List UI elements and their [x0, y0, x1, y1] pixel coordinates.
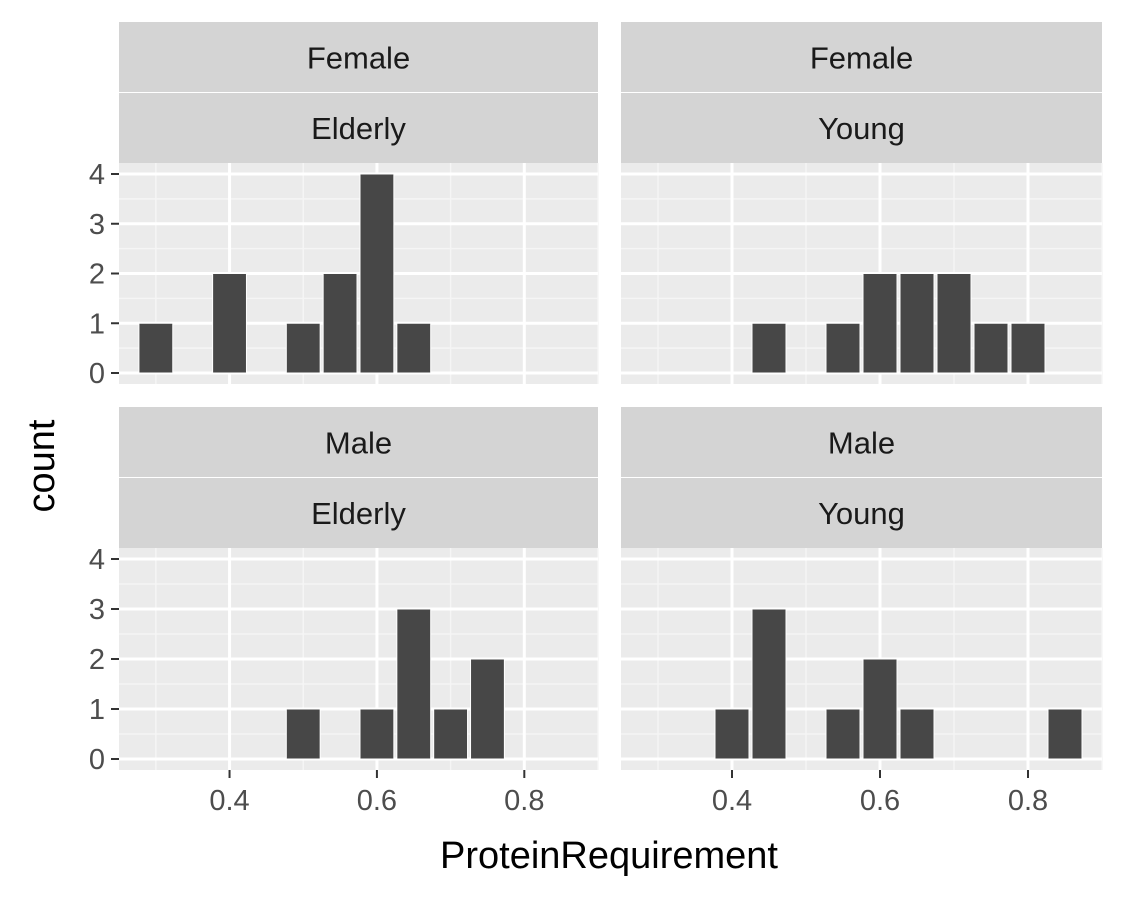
facet-strip-label: Elderly	[311, 111, 406, 146]
histogram-bar	[936, 273, 972, 374]
x-tick-label: 0.6	[357, 785, 397, 817]
histogram-bar	[433, 708, 469, 760]
y-tick-label: 0	[89, 744, 105, 776]
y-tick-label: 1	[89, 694, 105, 726]
facet-panels: Female Elderly 0 1 2 3 4 Female Young Male Elderly…	[89, 22, 1103, 817]
y-tick-label: 2	[89, 259, 105, 291]
facet-panel: Female Young	[621, 22, 1103, 384]
facet-strip	[119, 478, 598, 548]
histogram-bar	[285, 322, 321, 374]
y-tick-label: 1	[89, 308, 105, 340]
facet-strip-label: Male	[828, 426, 895, 461]
facet-panel: Male Elderly 0 1 2 3 4 0.4 0.6 0.8	[89, 407, 599, 817]
x-tick-label: 0.4	[209, 785, 249, 817]
histogram-bar	[396, 322, 432, 374]
histogram-bar	[322, 273, 358, 374]
x-tick-label: 0.4	[712, 785, 752, 817]
facet-strip-label: Female	[307, 41, 410, 76]
histogram-bar	[751, 608, 787, 760]
facet-strip	[119, 93, 598, 163]
histogram-bar	[359, 708, 395, 760]
y-tick-label: 0	[89, 358, 105, 390]
facet-strip-label: Female	[810, 41, 913, 76]
y-tick-label: 3	[89, 594, 105, 626]
y-axis-title: count	[21, 419, 63, 512]
facet-strip	[119, 407, 598, 477]
facet-strip-label: Young	[818, 111, 905, 146]
y-tick-label: 2	[89, 644, 105, 676]
x-tick-label: 0.8	[504, 785, 544, 817]
x-tick-label: 0.8	[1008, 785, 1048, 817]
histogram-bar	[138, 322, 174, 374]
facet-strip	[119, 22, 598, 92]
histogram-bar	[1047, 708, 1083, 760]
facet-strip-label: Elderly	[311, 496, 406, 531]
histogram-bar	[862, 658, 898, 760]
facet-strip	[621, 407, 1102, 477]
histogram-bar	[862, 273, 898, 374]
facet-panel: Male Young 0.4 0.6 0.8	[621, 407, 1103, 817]
histogram-bar	[359, 173, 395, 374]
histogram-bar	[825, 708, 861, 760]
y-tick-label: 4	[89, 544, 105, 576]
x-tick-label: 0.6	[860, 785, 900, 817]
histogram-bar	[470, 658, 505, 760]
histogram-bar	[825, 322, 861, 374]
histogram-bar	[396, 608, 432, 760]
y-tick-label: 4	[89, 159, 105, 191]
facet-strip	[621, 22, 1102, 92]
facet-strip-label: Young	[818, 496, 905, 531]
histogram-bar	[751, 322, 787, 374]
y-tick-label: 3	[89, 209, 105, 241]
histogram-bar	[285, 708, 321, 760]
facet-strip-label: Male	[325, 426, 392, 461]
histogram-bar	[899, 708, 935, 760]
histogram-bar	[899, 273, 935, 374]
histogram-bar	[973, 322, 1009, 374]
facet-strip	[621, 93, 1102, 163]
histogram-bar	[714, 708, 750, 760]
histogram-bar	[212, 273, 247, 374]
facet-strip	[621, 478, 1102, 548]
facet-panel: Female Elderly 0 1 2 3 4	[89, 22, 599, 390]
histogram-bar	[1010, 322, 1046, 374]
x-axis-title: ProteinRequirement	[440, 835, 778, 877]
